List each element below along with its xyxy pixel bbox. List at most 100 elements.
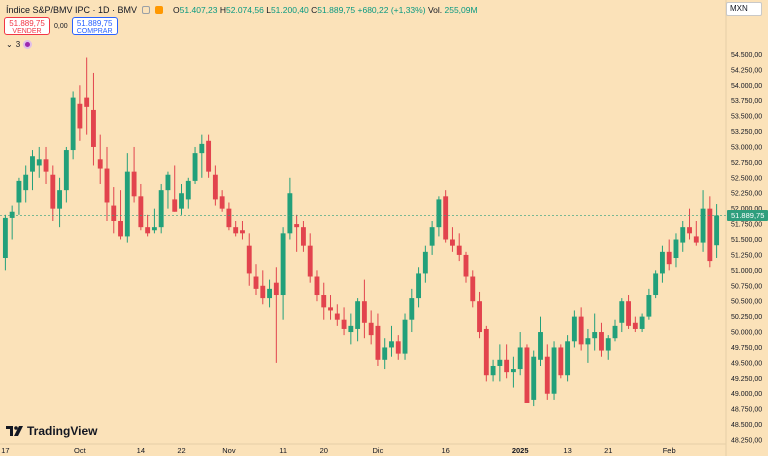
candle-body	[531, 356, 537, 400]
candle-body	[158, 190, 164, 228]
tradingview-logo-icon	[6, 426, 23, 436]
candle-body	[666, 251, 672, 265]
flag-icon[interactable]	[155, 6, 164, 14]
candle-body	[63, 150, 69, 191]
candle-body	[16, 180, 22, 203]
candle-body	[429, 227, 435, 246]
candle-body	[253, 276, 259, 289]
buy-button[interactable]: 51.889,75 COMPRAR	[71, 17, 118, 35]
candle-body	[524, 347, 530, 403]
candle-body	[504, 359, 510, 373]
y-tick-label: 53.000,00	[731, 144, 762, 151]
candle-body	[551, 347, 557, 394]
candle-body	[375, 325, 381, 360]
candle-body	[497, 359, 503, 366]
candle-body	[314, 276, 320, 296]
y-tick-label: 52.500,00	[731, 175, 762, 182]
y-tick-label: 48.500,00	[731, 422, 762, 429]
candle-body	[389, 341, 394, 348]
candle-body	[348, 325, 354, 333]
candle-body	[30, 156, 35, 172]
candle-body	[131, 171, 137, 197]
candle-body	[470, 276, 476, 302]
candle-body	[361, 301, 367, 323]
candle-body	[673, 239, 679, 259]
x-tick-label: 11	[279, 446, 287, 455]
candle-body	[2, 217, 8, 259]
candle-body	[714, 215, 720, 246]
candle-body	[145, 227, 151, 234]
currency-selector[interactable]: MXN	[726, 2, 762, 16]
y-tick-label: 50.250,00	[731, 314, 762, 321]
tradingview-logo[interactable]: TradingView	[6, 424, 97, 438]
candle-body	[626, 301, 631, 326]
x-tick-label: 21	[604, 446, 612, 455]
candle-body	[328, 307, 333, 311]
candle-body	[341, 319, 347, 329]
candle-body	[571, 316, 577, 342]
sell-button[interactable]: 51.889,75 VENDER	[4, 17, 50, 35]
candle-body	[422, 251, 428, 274]
y-tick-label: 52.750,00	[731, 160, 762, 167]
candle-body	[538, 332, 543, 360]
candle-body	[287, 193, 293, 234]
indicator-count: 3	[15, 40, 21, 49]
y-tick-label: 51.250,00	[731, 252, 762, 259]
candle-body	[680, 227, 686, 243]
chart-grid	[0, 0, 727, 456]
compare-icon[interactable]	[142, 6, 151, 14]
candle-body	[206, 140, 212, 172]
x-tick-label: Feb	[663, 446, 676, 455]
candle-body	[639, 316, 645, 329]
x-tick-label: Oct	[74, 446, 87, 455]
y-tick-label: 54.000,00	[731, 83, 762, 90]
candle-body	[185, 180, 191, 200]
candle-body	[124, 171, 130, 237]
candle-body	[77, 103, 83, 129]
y-tick-label: 51.000,00	[731, 268, 762, 275]
x-tick-label: 17	[1, 446, 9, 455]
candle-body	[50, 174, 56, 209]
candle-body	[246, 245, 252, 274]
symbol-title[interactable]: Índice S&P/BMV IPC · 1D · BMV	[6, 5, 138, 15]
candle-body	[395, 341, 401, 354]
candle-body	[409, 298, 415, 320]
y-tick-label: 53.500,00	[731, 114, 762, 121]
candle-body	[517, 347, 523, 370]
candle-body	[402, 319, 408, 354]
svg-text:51.889,75: 51.889,75	[731, 211, 764, 220]
y-tick-label: 50.500,00	[731, 299, 762, 306]
y-tick-label: 48.750,00	[731, 407, 762, 414]
candle-body	[138, 196, 144, 228]
candle-body	[659, 251, 665, 274]
candle-body	[321, 295, 327, 308]
indicator-icon[interactable]	[23, 40, 33, 49]
y-tick-label: 54.250,00	[731, 67, 762, 74]
candle-body	[57, 190, 63, 209]
candle-body	[111, 205, 117, 221]
candle-body	[36, 159, 42, 166]
candle-body	[294, 224, 300, 228]
y-tick-label: 50.000,00	[731, 330, 762, 337]
candle-body	[179, 193, 184, 209]
candle-body	[280, 233, 286, 296]
candle-body	[23, 174, 29, 191]
candle-body	[463, 254, 469, 277]
candle-body	[97, 159, 103, 169]
candle-body	[632, 322, 638, 329]
candle-body	[368, 322, 374, 336]
y-tick-label: 48.250,00	[731, 438, 762, 445]
y-tick-label: 52.250,00	[731, 191, 762, 198]
candle-body	[585, 338, 591, 345]
candle-body	[707, 208, 713, 262]
y-tick-label: 53.250,00	[731, 129, 762, 136]
chevron-down-icon[interactable]: ⌄	[6, 40, 13, 49]
x-tick-label: 16	[441, 446, 449, 455]
candle-body	[300, 227, 306, 246]
y-tick-label: 49.750,00	[731, 345, 762, 352]
candle-body	[355, 301, 361, 329]
indicators-toggle[interactable]: ⌄ 3	[6, 40, 33, 49]
y-tick-label: 49.250,00	[731, 376, 762, 383]
candle-body	[273, 282, 279, 296]
